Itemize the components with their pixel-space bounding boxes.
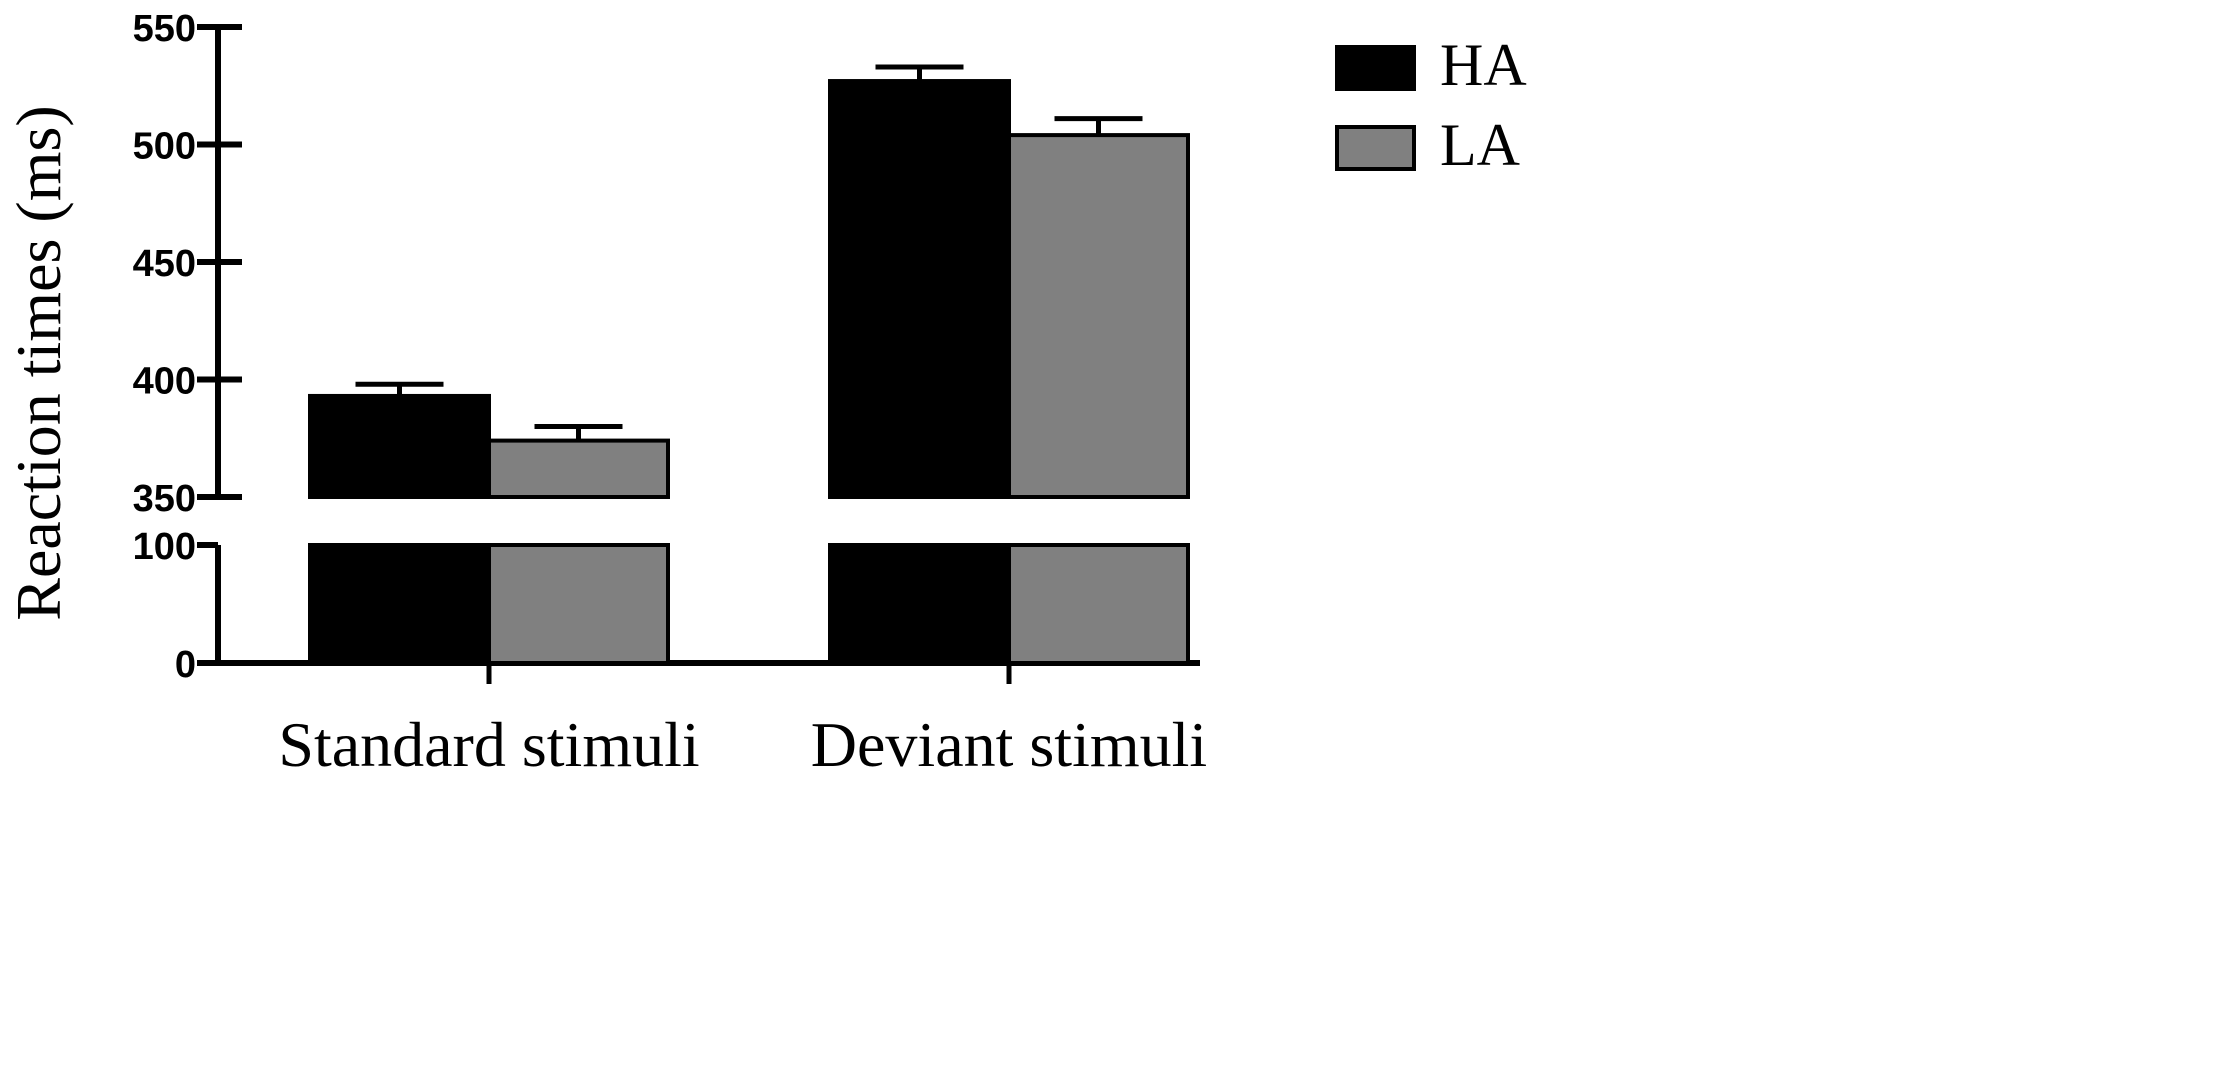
legend-label: HA [1440,32,1527,98]
y-tick-label: 500 [133,126,196,168]
category-labels: Standard stimuli Deviant stimuli [278,709,1207,780]
x-category-label: Standard stimuli [278,709,699,780]
legend: HA LA [1335,32,1527,178]
y-ticks: 350 400 450 500 550 0 100 [133,8,242,686]
bar-lower-segment [1007,543,1190,665]
bar-upper-segment [828,79,1011,500]
legend-swatch [1335,125,1416,171]
bar-upper-segment [1007,133,1190,499]
bar-lower-segment [487,543,670,665]
bar-lower-segment [828,543,1011,665]
y-tick-label: 550 [133,8,196,50]
bar-upper-segment [487,438,670,500]
x-category-label: Deviant stimuli [811,709,1207,780]
bars [308,79,1190,665]
y-tick-label: 350 [133,478,196,520]
y-axis-title: Reaction times (ms) [3,105,74,620]
y-tick-label: 100 [133,526,196,568]
x-ticks [486,663,1012,684]
legend-swatch [1335,45,1416,91]
bar-lower-segment [308,543,491,665]
y-tick-label: 400 [133,361,196,403]
legend-label: LA [1440,112,1520,178]
bar-upper-segment [308,393,491,500]
y-tick-label: 0 [175,644,196,686]
y-tick-label: 450 [133,243,196,285]
error-bars [355,64,1143,441]
